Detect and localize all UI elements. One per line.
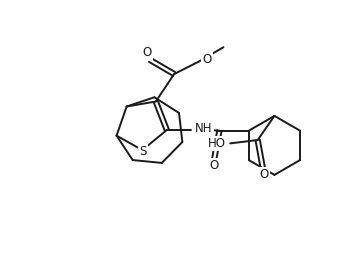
Text: O: O bbox=[210, 159, 219, 172]
Text: O: O bbox=[203, 53, 212, 66]
Text: S: S bbox=[140, 145, 147, 158]
Text: O: O bbox=[142, 46, 151, 59]
Text: HO: HO bbox=[208, 137, 226, 150]
Text: O: O bbox=[260, 168, 269, 181]
Text: NH: NH bbox=[195, 122, 212, 136]
